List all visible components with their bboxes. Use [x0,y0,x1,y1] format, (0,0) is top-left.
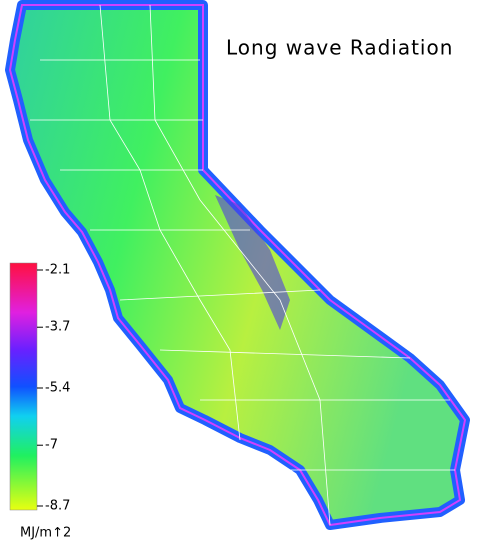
map-title: Long wave Radiation [226,36,453,60]
legend-unit: MJ/m↑2 [20,526,71,541]
tick-label: -7 [45,438,58,453]
sierra-band [215,195,290,330]
california [5,0,470,530]
tick-label: -5.4 [45,381,70,396]
state-outline [8,4,467,527]
county-lines [30,4,455,526]
tick-label: -3.7 [45,320,70,335]
tick-label: -8.7 [45,499,70,514]
color-scale [9,262,38,511]
tick-label: -2.1 [45,263,70,278]
state-shape [5,0,470,530]
legend: -2.1 -3.7 -5.4 -7 -8.7 [37,263,70,514]
